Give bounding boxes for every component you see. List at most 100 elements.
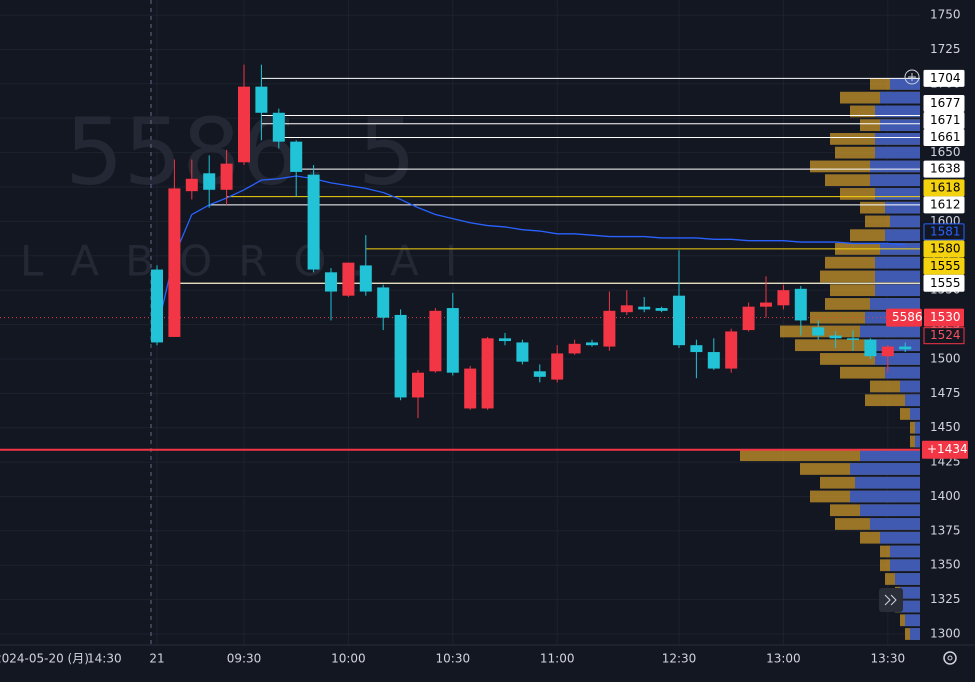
candle-body — [812, 327, 825, 336]
profile-bar-blue — [880, 91, 920, 104]
scroll-button[interactable] — [879, 588, 903, 612]
profile-bar-blue — [885, 229, 920, 242]
y-tick-label: 1325 — [930, 592, 961, 606]
candle-body — [551, 353, 564, 380]
watermark-sub: LABORO.AI — [20, 237, 483, 286]
candle-body — [707, 352, 720, 369]
price-tag — [923, 112, 965, 130]
price-tag — [923, 257, 965, 275]
profile-bar-blue — [870, 174, 920, 187]
prev-close-tag — [922, 440, 968, 459]
candle-body — [864, 339, 877, 357]
y-tick-label: 1400 — [930, 489, 961, 503]
price-tag-label: 1677 — [930, 96, 961, 110]
candle-body — [742, 306, 755, 331]
profile-bar-blue — [875, 353, 920, 365]
price-tag-label: 1661 — [930, 130, 961, 144]
price-tag-label: 1581 — [930, 224, 961, 238]
candle-body — [342, 262, 355, 296]
price-tag-label: 1612 — [930, 197, 961, 211]
candle-body — [238, 86, 250, 163]
x-tick-label: 10:30 — [436, 652, 471, 666]
profile-bar-blue — [860, 449, 920, 462]
candle-body — [568, 343, 581, 354]
y-tick-label: 1725 — [930, 42, 961, 56]
prior-time: 14:30 — [87, 652, 122, 666]
profile-bar — [810, 160, 920, 173]
candle-body — [847, 338, 859, 340]
candle-body — [533, 371, 546, 377]
profile-bar-blue — [885, 366, 920, 379]
candle-body — [620, 305, 633, 313]
profile-bar — [740, 449, 920, 462]
candle-body — [516, 342, 529, 362]
candle-body — [690, 345, 703, 353]
y-tick-label: 1750 — [930, 8, 961, 22]
candle-body — [290, 141, 303, 172]
plot — [0, 64, 920, 451]
price-tag — [923, 129, 965, 147]
profile-bar-blue — [875, 105, 920, 118]
x-tick-label: 13:00 — [766, 652, 801, 666]
candle-body — [673, 295, 685, 346]
profile-bar-blue — [880, 119, 920, 132]
profile-bar-blue — [910, 408, 920, 420]
x-tick-label: 21 — [149, 652, 164, 666]
x-tick-label: 13:30 — [871, 652, 906, 666]
prev-close-label: +1434 — [927, 442, 968, 456]
y-tick-label: 1650 — [930, 145, 961, 159]
profile-bar-blue — [915, 421, 920, 434]
last-price-tag — [924, 308, 964, 327]
y-tick-label: 1350 — [930, 558, 961, 572]
price-tag-label: 1671 — [930, 113, 961, 127]
candle-body — [359, 265, 372, 292]
price-tag-label: 1580 — [930, 241, 961, 255]
profile-bar — [780, 325, 920, 338]
profile-bar — [795, 339, 920, 352]
candle-body — [220, 163, 233, 190]
candle-body — [464, 368, 477, 409]
profile-bar-blue — [875, 133, 920, 145]
candle-body — [638, 306, 651, 310]
low-tag-label: 1524 — [930, 328, 961, 342]
profile-bar — [820, 353, 920, 365]
add-button[interactable] — [904, 69, 920, 85]
profile-bar-blue — [875, 256, 920, 269]
price-tag — [923, 223, 965, 241]
y-tick-label: 1375 — [930, 523, 961, 537]
candle-body — [168, 188, 181, 337]
profile-bar — [820, 270, 920, 283]
time-axis — [0, 645, 975, 682]
candle-body — [255, 86, 268, 113]
profile-bar — [865, 394, 920, 407]
y-tick-label: 1500 — [930, 351, 961, 365]
settings-button[interactable] — [943, 651, 957, 665]
y-tick-label: 1475 — [930, 386, 961, 400]
price-tag-label: 1555 — [930, 259, 961, 273]
candle-body — [272, 112, 285, 142]
candle-body — [394, 314, 407, 398]
profile-bar-blue — [910, 628, 920, 640]
profile-bar-blue — [885, 201, 920, 214]
profile-bar-blue — [860, 325, 920, 338]
candle-body — [899, 346, 912, 350]
candle-body — [829, 335, 842, 339]
price-tag-label: 1704 — [930, 71, 961, 85]
profile-bar-blue — [870, 298, 920, 310]
profile-bar-blue — [905, 394, 920, 407]
profile-bar-blue — [900, 586, 920, 599]
candle-body — [499, 338, 511, 342]
profile-bar-blue — [895, 573, 920, 585]
candle-body — [412, 372, 424, 398]
x-tick-label: 12:30 — [662, 652, 697, 666]
profile-bar-blue — [870, 518, 920, 530]
axis-labels: 1300132513501375140014251450147515001525… — [149, 8, 968, 666]
prior-date: 2024-05-20 (月) — [0, 652, 89, 666]
price-tag-label: 1555 — [930, 276, 961, 290]
candle-body — [151, 269, 163, 343]
candle-body — [760, 302, 772, 307]
price-tag — [923, 95, 965, 113]
price-tag — [923, 69, 965, 87]
